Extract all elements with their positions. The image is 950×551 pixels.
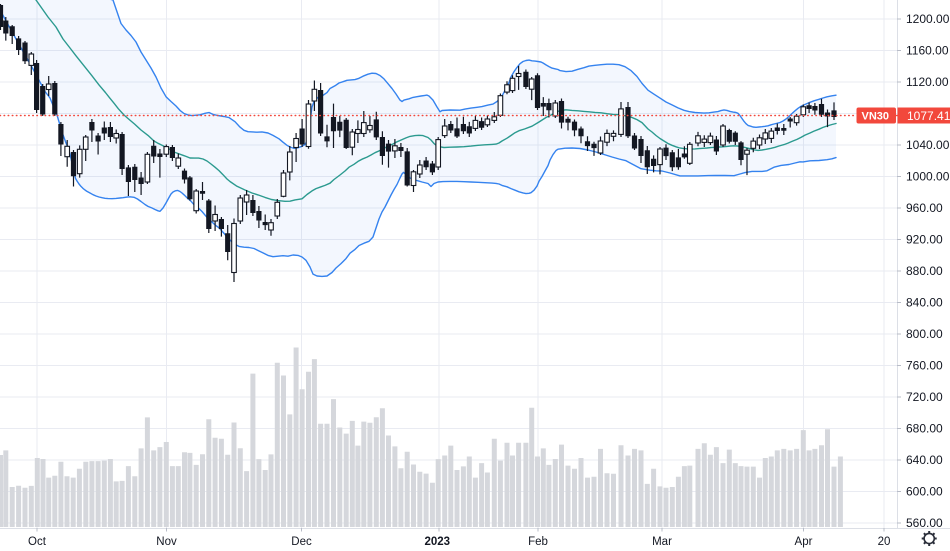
svg-text:1077.41: 1077.41 xyxy=(907,109,950,123)
svg-text:VN30: VN30 xyxy=(862,111,890,123)
svg-text:Apr: Apr xyxy=(795,536,813,548)
svg-text:1120.00: 1120.00 xyxy=(906,75,949,89)
svg-text:Oct: Oct xyxy=(28,536,47,548)
svg-text:960.00: 960.00 xyxy=(906,201,943,215)
svg-text:1200.00: 1200.00 xyxy=(906,12,950,26)
svg-text:1040.00: 1040.00 xyxy=(906,138,950,152)
svg-text:920.00: 920.00 xyxy=(906,233,943,247)
svg-text:880.00: 880.00 xyxy=(906,264,943,278)
svg-text:760.00: 760.00 xyxy=(906,359,943,373)
svg-text:1160.00: 1160.00 xyxy=(906,44,949,58)
svg-text:Nov: Nov xyxy=(156,536,177,548)
svg-text:2023: 2023 xyxy=(425,536,451,548)
svg-text:800.00: 800.00 xyxy=(906,327,943,341)
svg-text:640.00: 640.00 xyxy=(906,453,943,467)
svg-text:720.00: 720.00 xyxy=(906,390,943,404)
svg-text:600.00: 600.00 xyxy=(906,485,943,499)
svg-text:20: 20 xyxy=(878,536,891,548)
svg-text:Dec: Dec xyxy=(291,536,312,548)
svg-text:840.00: 840.00 xyxy=(906,296,943,310)
svg-text:1000.00: 1000.00 xyxy=(906,170,950,184)
svg-text:Feb: Feb xyxy=(528,536,548,548)
svg-text:Mar: Mar xyxy=(652,536,672,548)
svg-text:560.00: 560.00 xyxy=(906,516,943,530)
svg-text:680.00: 680.00 xyxy=(906,422,943,436)
